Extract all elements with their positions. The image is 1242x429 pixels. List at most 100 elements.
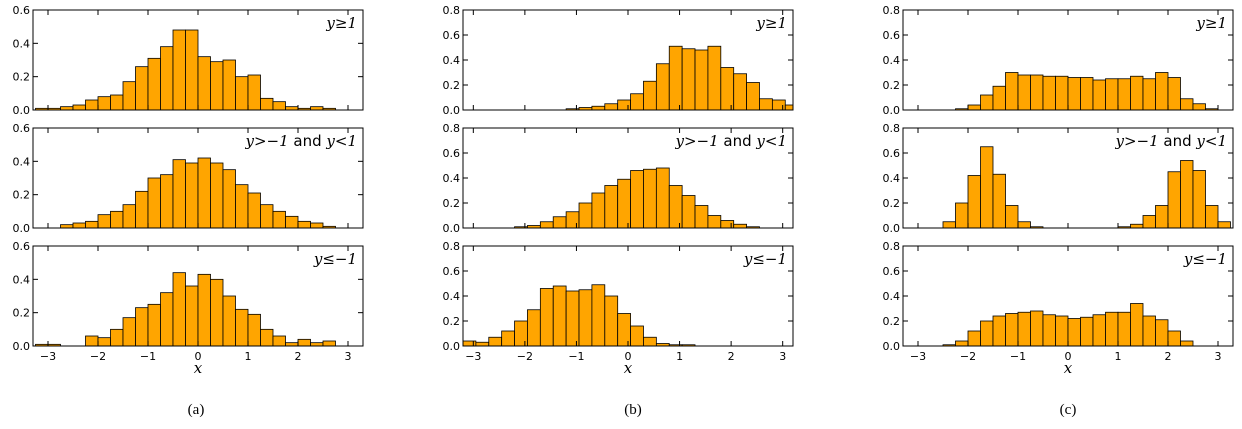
histogram-bar [247, 192, 261, 229]
histogram-bar [733, 223, 747, 229]
y-tick-label: 0.8 [883, 4, 901, 17]
histogram-bar [720, 67, 735, 111]
condition-value: 1 [1217, 250, 1227, 268]
condition-variable: y [313, 250, 323, 268]
x-axis-label: x [194, 359, 203, 377]
condition-variable: y [674, 132, 684, 150]
x-tick-label: −2 [517, 350, 533, 363]
histogram-bar [1155, 319, 1169, 347]
histogram-bar [1167, 330, 1181, 347]
histogram-bar [197, 273, 211, 347]
subplot-c-bottom: 0.00.20.40.60.8−3 −2 −1 0 1 2 3xy≤−1 [883, 240, 1234, 377]
histogram-bar [617, 313, 631, 347]
histogram-bar [475, 341, 490, 347]
x-axis-label: x [1064, 359, 1073, 377]
condition-variable: y [755, 132, 765, 150]
y-tick-label: 0.8 [443, 4, 461, 17]
histogram-bar [272, 335, 286, 347]
y-tick-label: 0.8 [883, 122, 901, 135]
histogram-bar [1205, 205, 1219, 229]
histogram-bar [630, 325, 644, 347]
panel-label-a: (a) [188, 402, 205, 418]
y-tick-label: 0.2 [13, 71, 31, 84]
y-tick-label: 0.8 [443, 122, 461, 135]
x-tick-label: 0 [1065, 350, 1072, 363]
y-tick-label: 0.4 [883, 290, 901, 303]
subplot-b-middle: 0.00.20.40.60.8y>−1 and y<1 [443, 122, 794, 235]
subplot-a-middle: 0.00.20.40.6y>−1 and y<1 [13, 122, 364, 235]
histogram-bar [147, 303, 161, 347]
histogram-bar [85, 220, 99, 229]
y-tick-label: 0.2 [883, 197, 901, 210]
histogram-bar [1080, 316, 1094, 347]
histogram-bar [591, 192, 606, 229]
x-tick-label: 3 [779, 350, 786, 363]
panel-label-b: (b) [624, 402, 642, 418]
histogram-bar [1155, 205, 1169, 229]
histogram-bar [1142, 78, 1156, 111]
histogram-bar [1105, 78, 1119, 111]
condition-value: 1 [1217, 132, 1227, 150]
y-tick-label: 0.2 [883, 79, 901, 92]
condition-variable: y [1114, 132, 1124, 150]
condition-value: 1 [279, 132, 289, 150]
histogram-bar [681, 195, 696, 229]
y-tick-label: 0.0 [443, 222, 461, 235]
histogram-bar [643, 80, 657, 111]
histogram-bar [147, 177, 161, 229]
condition-value: 1 [1149, 132, 1159, 150]
histogram-bar [552, 216, 567, 229]
condition-label: y≥1 [325, 14, 357, 32]
histogram-bar [1142, 215, 1156, 229]
histogram-bar [955, 202, 969, 229]
histogram-bar [322, 340, 336, 347]
histogram-bar [539, 221, 554, 229]
condition-operator: < [335, 132, 348, 150]
y-tick-label: 0.0 [13, 340, 31, 353]
y-tick-label: 0.6 [883, 29, 901, 42]
condition-label: y≥1 [755, 14, 787, 32]
y-tick-label: 0.6 [13, 122, 31, 135]
panel-label-c: (c) [1060, 402, 1077, 418]
histogram-bar [681, 48, 696, 111]
histogram-bar [1117, 311, 1131, 347]
histogram-bar [235, 184, 249, 229]
histogram-bar [110, 94, 124, 111]
condition-value: 1 [347, 132, 357, 150]
histogram-bar [185, 285, 199, 347]
histogram-bar [746, 82, 760, 111]
histogram-bar [172, 29, 186, 111]
condition-label: y>−1 and y<1 [244, 132, 357, 150]
histogram-bar [285, 215, 299, 229]
y-tick-label: 0.2 [443, 79, 461, 92]
histogram-bar [85, 99, 99, 111]
condition-value: 1 [347, 250, 357, 268]
histogram-bar [122, 317, 136, 347]
histogram-bar [992, 315, 1006, 347]
y-tick-label: 0.6 [443, 147, 461, 160]
y-tick-label: 0.6 [443, 29, 461, 42]
condition-operator: ≤− [752, 250, 777, 268]
x-tick-label: 1 [245, 350, 252, 363]
subplot-a-top: 0.0 0.2 0.4 0.6 y≥1 [13, 4, 364, 117]
y-tick-label: 0.6 [443, 265, 461, 278]
y-tick-label: 0.4 [443, 54, 461, 67]
histogram-bar [1017, 74, 1031, 111]
condition-variable: y [755, 14, 765, 32]
histogram-bar [630, 170, 644, 229]
y-tick-label: 0.4 [883, 172, 901, 185]
x-tick-label: 3 [345, 350, 352, 363]
y-tick-label: 0.0 [13, 222, 31, 235]
histogram-bar [310, 222, 324, 229]
histogram-bar [1005, 72, 1019, 111]
histogram-bar [1067, 318, 1081, 347]
histogram-bar [122, 204, 136, 229]
x-tick-label: −1 [1010, 350, 1026, 363]
histogram-bar [197, 157, 211, 229]
histogram-bar [527, 309, 541, 347]
condition-value: 1 [777, 132, 787, 150]
condition-operator: >− [684, 132, 709, 150]
subplot-c-top: 0.0 0.2 0.4 0.6 0.8 y≥1 [883, 4, 1234, 117]
condition-label: y≥1 [1195, 14, 1227, 32]
histogram-bar [72, 222, 86, 229]
